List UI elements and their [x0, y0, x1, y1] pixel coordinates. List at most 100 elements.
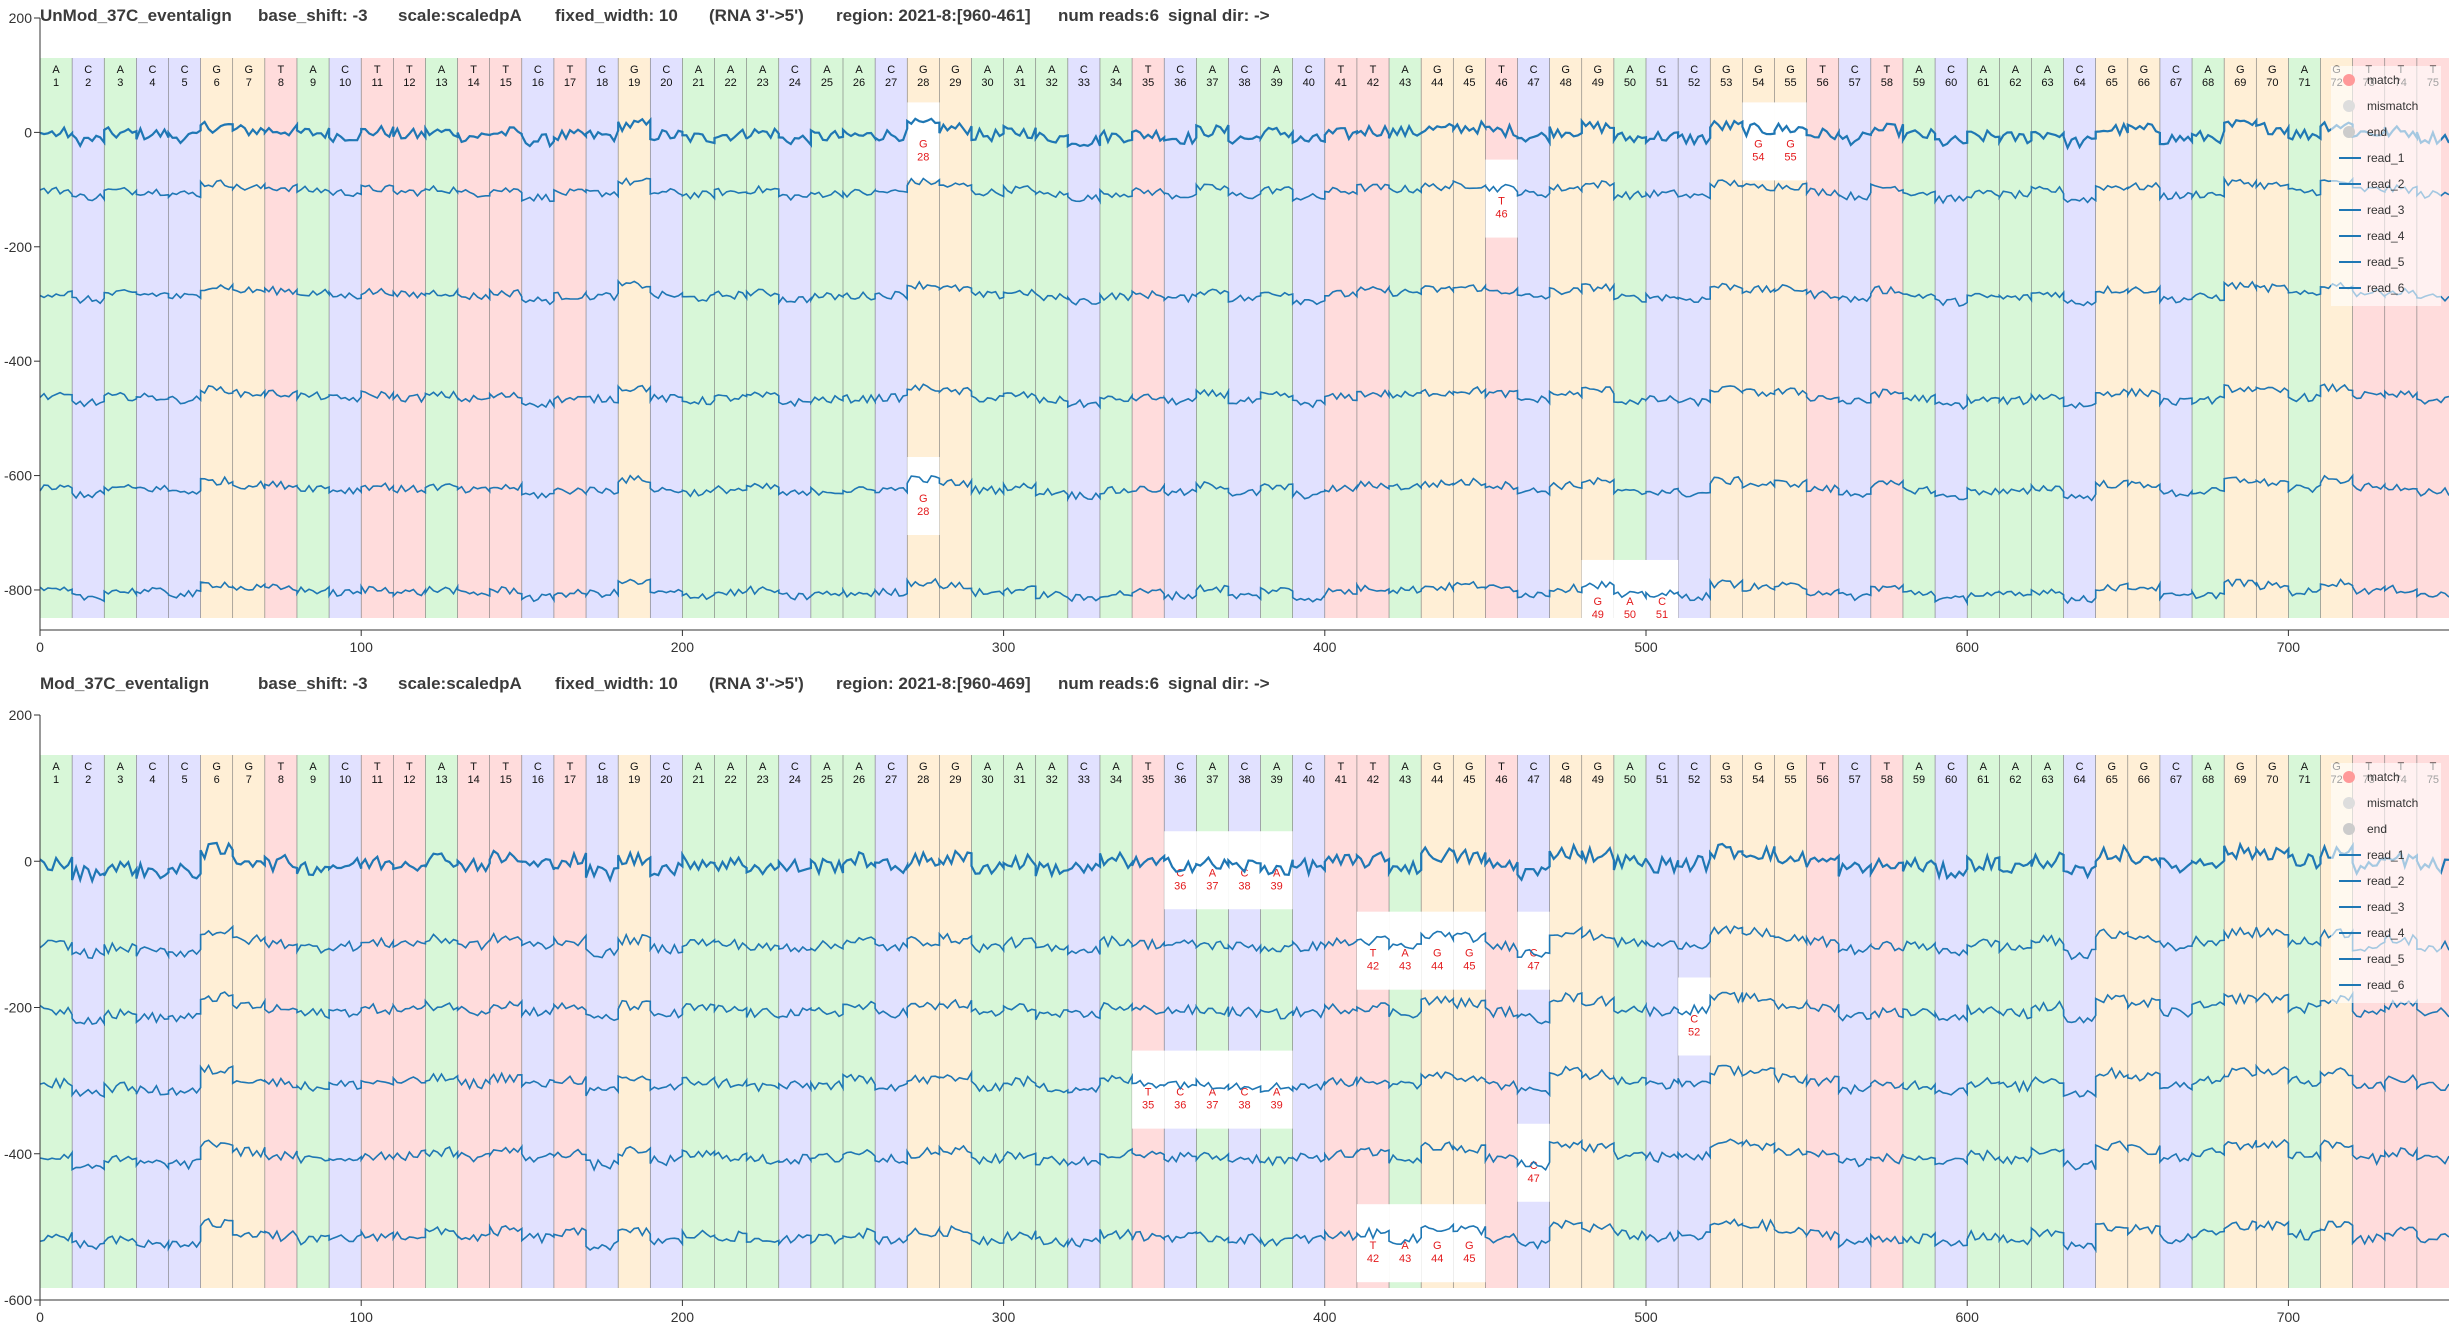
base-letter: A [309, 64, 317, 76]
legend-label: read_6 [2367, 978, 2405, 992]
x-tick-label: 700 [2277, 1309, 2301, 1325]
signal-trace-read_2 [39, 924, 2449, 961]
base-index: 59 [1913, 77, 1925, 89]
base-index: 24 [789, 77, 801, 89]
base-index: 53 [1720, 774, 1732, 786]
mismatch-box [1613, 559, 1646, 638]
mismatch-box [907, 457, 940, 536]
base-letter: T [1884, 64, 1891, 76]
base-index: 57 [1849, 774, 1861, 786]
base-letter: C [791, 761, 799, 773]
base-column-37 [1196, 58, 1229, 618]
base-index: 57 [1849, 77, 1861, 89]
panel-header-3: fixed_width: 10 [555, 674, 678, 693]
base-column-15 [489, 58, 522, 618]
base-index: 13 [435, 77, 447, 89]
base-letter: C [1176, 64, 1184, 76]
mismatch-base: A [1401, 948, 1409, 960]
base-column-20 [650, 58, 683, 618]
mismatch-index: 38 [1238, 1100, 1250, 1112]
panel-header-2: scale:scaledpA [398, 674, 522, 693]
base-letter: A [823, 64, 831, 76]
base-column-53 [1710, 755, 1743, 1288]
base-letter: T [1498, 761, 1505, 773]
base-index: 40 [1303, 774, 1315, 786]
base-letter: A [984, 761, 992, 773]
base-column-16 [521, 58, 554, 618]
legend-marker [2343, 771, 2355, 783]
base-column-5 [168, 755, 201, 1288]
base-index: 59 [1913, 774, 1925, 786]
panel-header-6: num reads:6 [1058, 6, 1159, 25]
base-index: 1 [53, 77, 59, 89]
base-index: 58 [1881, 774, 1893, 786]
base-letter: G [1594, 64, 1603, 76]
base-index: 18 [596, 77, 608, 89]
base-letter: C [1947, 64, 1955, 76]
mismatch-base: A [1273, 1087, 1281, 1099]
mismatch-base: G [1786, 138, 1795, 150]
base-letter: G [1786, 64, 1795, 76]
base-letter: C [1241, 64, 1249, 76]
base-column-26 [843, 58, 876, 618]
mismatch-index: 50 [1624, 609, 1636, 621]
base-index: 60 [1945, 774, 1957, 786]
base-letter: A [1048, 761, 1056, 773]
mismatch-base: G [1754, 138, 1763, 150]
base-letter: G [1786, 761, 1795, 773]
panel-header-5: region: 2021-8:[960-461] [836, 6, 1031, 25]
base-letter: T [470, 64, 477, 76]
base-letter: T [406, 64, 413, 76]
base-index: 8 [278, 77, 284, 89]
base-index: 47 [1527, 77, 1539, 89]
base-index: 70 [2266, 774, 2278, 786]
base-index: 19 [628, 774, 640, 786]
base-index: 30 [981, 774, 993, 786]
base-column-71 [2288, 755, 2321, 1288]
base-column-70 [2256, 755, 2289, 1288]
base-column-46 [1485, 58, 1518, 618]
base-index: 2 [85, 77, 91, 89]
mismatch-index: 42 [1367, 1253, 1379, 1265]
base-letter: A [984, 64, 992, 76]
mismatch-index: 39 [1270, 880, 1282, 892]
base-letter: A [1626, 761, 1634, 773]
base-column-44 [1421, 755, 1454, 1288]
base-index: 42 [1367, 774, 1379, 786]
base-column-10 [329, 755, 362, 1288]
base-column-9 [296, 58, 330, 618]
mismatch-index: 55 [1784, 151, 1796, 163]
base-index: 31 [1014, 77, 1026, 89]
base-letter: A [2301, 64, 2309, 76]
base-letter: G [1433, 64, 1442, 76]
base-letter: C [2172, 761, 2180, 773]
base-index: 4 [149, 77, 155, 89]
base-letter: C [1080, 761, 1088, 773]
mismatch-base: T [1498, 196, 1505, 208]
base-index: 5 [181, 77, 187, 89]
base-letter: G [1722, 761, 1731, 773]
base-letter: A [1112, 761, 1120, 773]
base-letter: T [567, 761, 574, 773]
base-column-47 [1517, 58, 1550, 618]
base-index: 61 [1977, 77, 1989, 89]
base-index: 55 [1784, 77, 1796, 89]
base-column-42 [1356, 58, 1390, 618]
legend-label: read_5 [2367, 952, 2405, 966]
base-letter: G [2268, 64, 2277, 76]
base-index: 23 [757, 77, 769, 89]
legend-marker [2343, 74, 2355, 86]
base-index: 38 [1238, 774, 1250, 786]
signal-trace-read_6 [39, 577, 2449, 606]
base-index: 3 [117, 77, 123, 89]
signal-trace-read_6 [39, 1217, 2449, 1254]
base-letter: A [309, 761, 317, 773]
base-index: 18 [596, 774, 608, 786]
base-letter: T [1498, 64, 1505, 76]
base-letter: G [1561, 761, 1570, 773]
base-index: 53 [1720, 77, 1732, 89]
signal-trace-read_3 [39, 278, 2449, 308]
base-column-66 [2127, 755, 2160, 1288]
base-column-3 [104, 58, 137, 618]
